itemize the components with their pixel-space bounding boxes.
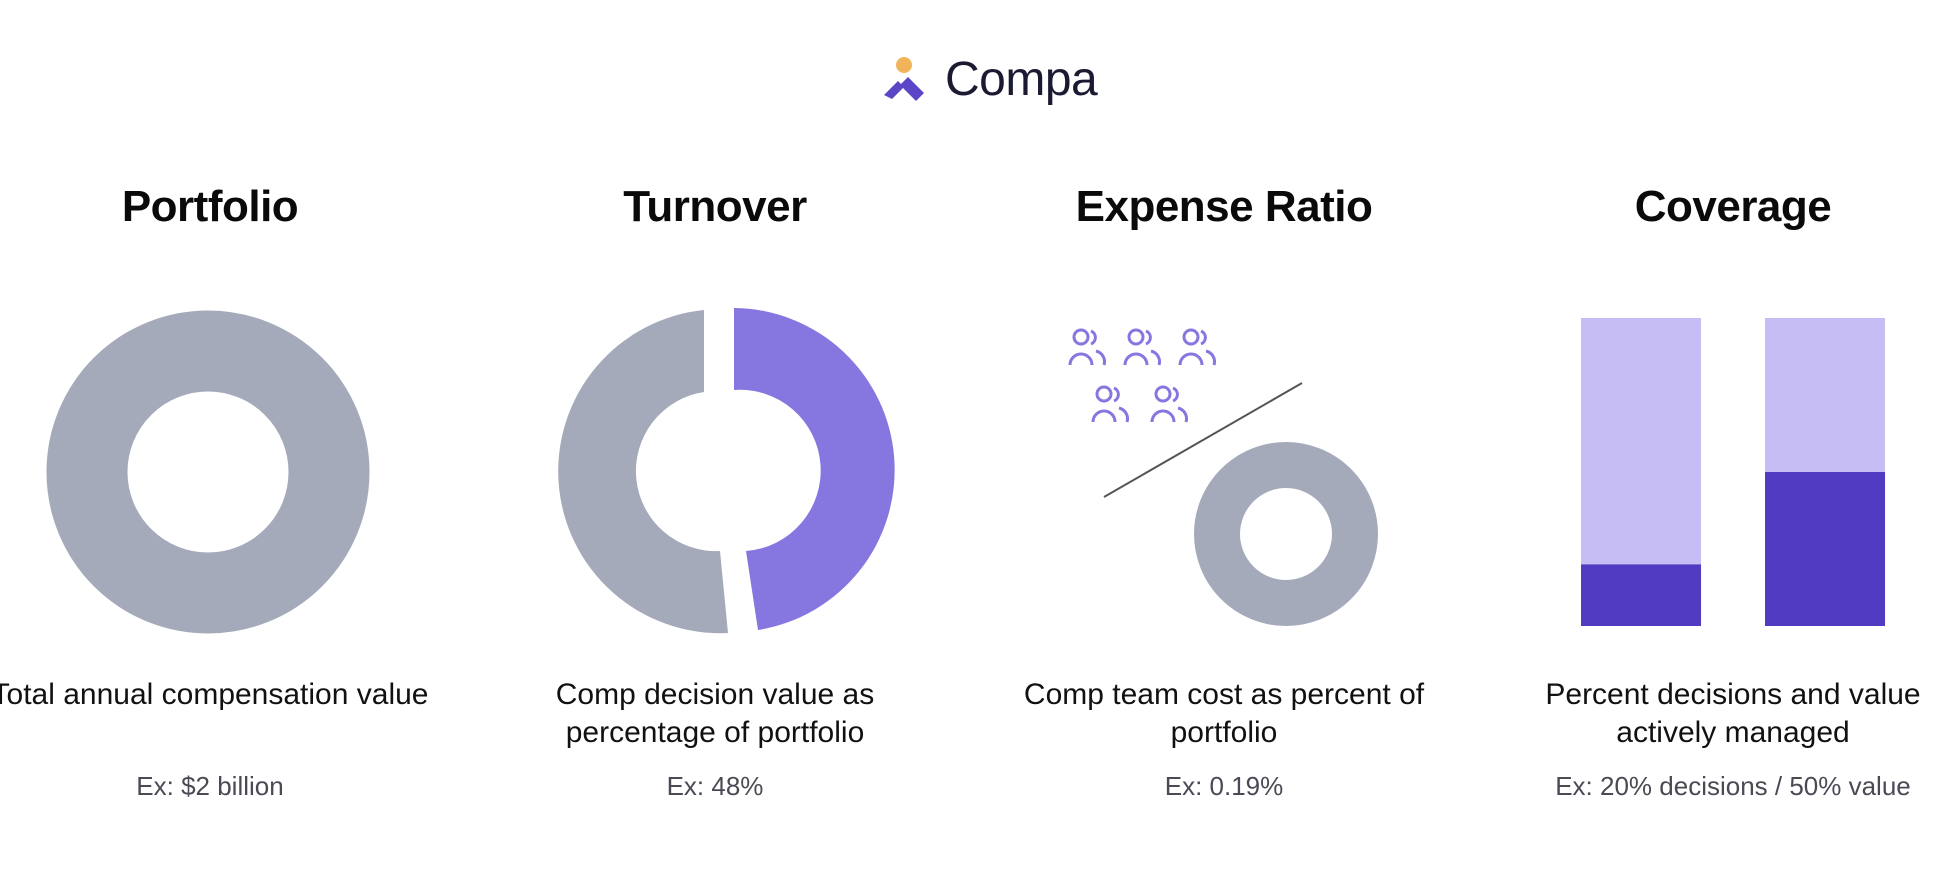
coverage-bar-decisions-managed [1581,564,1701,626]
people-icon [1091,385,1130,424]
compa-logo-text: Compa [945,53,1098,106]
people-over-donut-icon [974,300,1474,640]
metric-expense-ratio: Expense Ratio Comp team cost as percent … [974,0,1474,896]
metric-title: Portfolio [121,182,299,231]
coverage-bar-value-managed [1765,472,1885,626]
metric-turnover: Turnover Comp decision value as percenta… [465,0,965,896]
metric-description: Comp decision value as percentage of por… [555,678,875,749]
donut-split-icon [465,300,965,640]
metric-title: Turnover [623,182,807,231]
metric-example: Ex: $2 billion [136,771,284,801]
metric-example: Ex: 20% decisions / 50% value [1555,771,1911,801]
metric-portfolio: Portfolio Total annual compensation valu… [0,0,460,896]
people-icon [1178,328,1217,367]
people-icon [1150,385,1189,424]
metric-description: Total annual compensation value [0,678,429,711]
metric-title: Coverage [1634,182,1832,231]
compa-logo-mark-icon [884,57,924,101]
compa-logo: Compa [880,50,1120,110]
people-icon [1068,328,1107,367]
donut-full-icon [0,300,460,640]
metric-description: Comp team cost as percent of portfolio [1023,678,1425,749]
turnover-share-segment [734,308,895,630]
metric-description: Percent decisions and value actively man… [1545,678,1921,749]
turnover-remaining-segment [558,310,728,634]
people-icon [1123,328,1162,367]
stacked-bars-icon [1483,300,1960,640]
metric-title: Expense Ratio [1075,182,1373,231]
metric-example: Ex: 0.19% [1164,771,1284,801]
metric-example: Ex: 48% [666,771,764,801]
metric-coverage: Coverage Percent decisions and value act… [1483,0,1960,896]
